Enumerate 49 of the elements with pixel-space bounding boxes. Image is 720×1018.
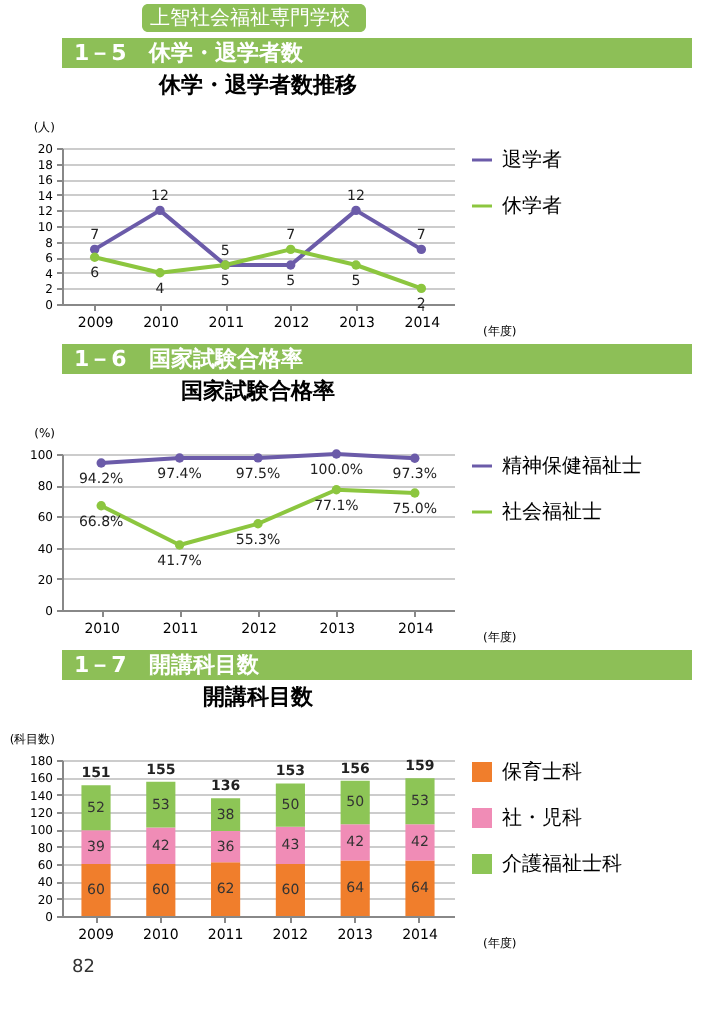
point <box>410 488 420 498</box>
point <box>89 244 100 255</box>
legend-label: 休学者 <box>502 194 562 218</box>
point <box>174 453 185 463</box>
point <box>410 453 420 463</box>
text: 1－6 国家試験合格率 <box>74 346 303 372</box>
point <box>96 458 106 468</box>
point <box>89 252 100 262</box>
point <box>416 283 427 294</box>
bar <box>275 864 305 916</box>
point <box>253 519 263 529</box>
text: 82 <box>72 958 95 978</box>
bar <box>275 783 305 827</box>
point <box>96 501 106 511</box>
bar <box>340 860 370 916</box>
point <box>174 540 185 550</box>
bar <box>340 824 370 861</box>
bar <box>405 824 435 861</box>
legend-label: 社・児科 <box>502 806 582 830</box>
point <box>155 205 165 216</box>
point <box>351 205 361 216</box>
chart-title: 開講科目数 <box>203 684 315 710</box>
bar <box>211 862 241 916</box>
bar <box>146 781 176 828</box>
legend-label: 精神保健福祉士 <box>502 454 642 478</box>
bar <box>81 785 111 831</box>
bar <box>81 830 111 864</box>
chart-title: 国家試験合格率 <box>181 378 335 404</box>
text: 1－7 開講科目数 <box>74 652 261 678</box>
legend-label: 保育士科 <box>502 760 582 784</box>
bar <box>405 860 435 916</box>
legend-label: 介護福祉士科 <box>502 852 622 876</box>
point <box>416 244 427 255</box>
bar <box>146 864 176 916</box>
bar <box>340 780 370 825</box>
bar <box>81 864 111 916</box>
bar <box>405 778 435 825</box>
point <box>285 260 296 270</box>
chart-subtitle: 上智社会福祉専門学校 <box>150 6 350 30</box>
point <box>351 260 361 270</box>
legend-label: 退学者 <box>502 148 562 172</box>
text: 1－5 休学・退学者数 <box>74 40 305 66</box>
point <box>331 449 342 459</box>
point <box>155 268 165 278</box>
legend-label: 社会福祉士 <box>502 500 602 524</box>
point <box>253 453 263 463</box>
point <box>331 485 342 495</box>
point <box>285 244 296 255</box>
chart-title: 休学・退学者数推移 <box>157 72 357 98</box>
